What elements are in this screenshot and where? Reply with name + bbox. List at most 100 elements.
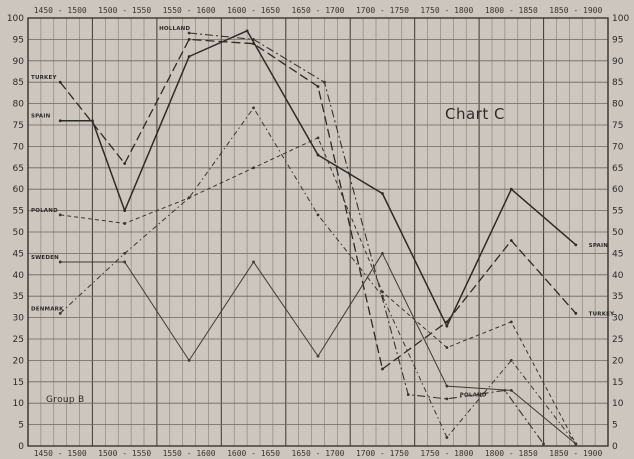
x-tick-label-top: 1750 - 1800 — [420, 6, 473, 15]
x-tick-label-bottom: 1550 - 1600 — [163, 449, 216, 458]
data-point-spain — [245, 29, 249, 33]
data-point-sweden — [509, 388, 513, 392]
data-point-spain — [574, 243, 578, 247]
series-lines — [58, 29, 578, 446]
data-point-denmark — [509, 359, 513, 362]
y-tick-label-right: 10 — [612, 399, 624, 409]
data-point-holland — [187, 31, 191, 35]
data-point-sweden — [445, 384, 449, 388]
y-tick-label-left: 80 — [13, 100, 25, 110]
data-point-turkey — [187, 38, 191, 41]
y-tick-label-right: 60 — [612, 185, 624, 195]
y-tick-label-right: 30 — [612, 314, 624, 324]
y-tick-label-left: 90 — [13, 57, 25, 67]
y-tick-label-left: 95 — [13, 35, 24, 45]
x-tick-label-top: 1800 - 1850 — [485, 6, 538, 15]
data-point-sweden — [252, 260, 255, 264]
data-point-holland — [542, 442, 545, 446]
data-point-poland — [58, 213, 62, 217]
x-tick-label-bottom: 1450 - 1500 — [34, 449, 87, 458]
y-tick-label-left: 30 — [13, 314, 25, 324]
x-tick-label-top: 1650 - 1700 — [292, 6, 345, 15]
data-point-spain — [316, 153, 320, 157]
data-point-turkey — [123, 162, 127, 165]
x-tick-label-top: 1550 - 1600 — [163, 6, 216, 15]
data-point-turkey — [316, 85, 320, 88]
data-point-poland — [381, 290, 384, 294]
y-tick-label-right: 15 — [612, 378, 623, 388]
y-tick-label-left: 5 — [18, 421, 24, 431]
y-tick-label-right: 50 — [612, 228, 624, 238]
y-tick-label-left: 50 — [13, 228, 25, 238]
y-tick-label-left: 25 — [13, 335, 24, 345]
data-point-holland — [323, 80, 326, 84]
y-tick-label-right: 85 — [612, 78, 623, 88]
axes: 1450 - 1500 1450 - 1500 1500 - 1550 1500 - … — [7, 6, 630, 458]
data-point-denmark — [123, 252, 127, 255]
x-tick-label-bottom: 1800 - 1850 — [485, 449, 538, 458]
y-tick-label-left: 45 — [13, 249, 24, 259]
plot-frame — [27, 17, 609, 447]
data-point-holland — [406, 393, 410, 397]
data-point-turkey — [58, 80, 62, 84]
series-label-poland: POLAND — [31, 208, 58, 214]
y-tick-label-right: 45 — [612, 249, 623, 259]
y-tick-label-left: 10 — [13, 399, 25, 409]
y-tick-label-left: 75 — [13, 121, 24, 131]
data-point-spain — [58, 119, 62, 123]
y-tick-label-right: 65 — [612, 164, 623, 174]
data-point-denmark — [58, 311, 62, 315]
x-tick-label-bottom: 1650 - 1700 — [292, 449, 345, 458]
grid — [27, 17, 609, 447]
data-point-sweden — [123, 260, 127, 264]
data-point-holland — [445, 397, 449, 401]
series-label-spain: SPAIN — [31, 114, 51, 120]
data-point-denmark — [574, 442, 578, 446]
y-tick-label-right: 55 — [612, 207, 623, 217]
data-point-spain — [445, 324, 449, 328]
data-point-sweden — [316, 354, 320, 358]
x-tick-label-top: 1450 - 1500 — [34, 6, 87, 15]
y-tick-label-right: 70 — [612, 142, 624, 152]
data-point-sweden — [58, 260, 62, 264]
data-point-denmark — [316, 213, 320, 217]
y-tick-label-left: 85 — [13, 78, 24, 88]
x-tick-label-bottom: 1600 - 1650 — [227, 449, 280, 458]
data-point-poland — [123, 222, 127, 225]
data-point-denmark — [187, 196, 191, 200]
data-point-turkey — [574, 311, 578, 315]
data-point-poland — [445, 346, 449, 349]
data-point-denmark — [445, 436, 449, 439]
y-tick-label-left: 35 — [13, 292, 24, 302]
y-tick-label-left: 70 — [13, 142, 25, 152]
y-tick-label-left: 100 — [7, 14, 24, 24]
series-label-holland: HOLLAND — [159, 26, 190, 32]
data-point-turkey — [509, 239, 513, 242]
y-tick-label-right: 100 — [612, 14, 629, 24]
y-tick-label-right: 5 — [612, 421, 618, 431]
data-point-denmark — [381, 294, 384, 298]
data-point-turkey — [445, 320, 449, 324]
data-point-denmark — [252, 106, 255, 110]
data-point-spain — [381, 192, 384, 195]
x-tick-label-top: 1600 - 1650 — [227, 6, 280, 15]
y-tick-label-right: 40 — [612, 271, 624, 281]
x-tick-label-bottom: 1500 - 1550 — [98, 449, 151, 458]
x-tick-label-bottom: 1850 - 1900 — [549, 449, 602, 458]
series-end-label-sweden: POLAND — [460, 393, 487, 399]
y-tick-label-right: 75 — [612, 121, 623, 131]
data-point-poland — [509, 320, 513, 324]
y-tick-label-right: 80 — [612, 100, 624, 110]
y-tick-label-right: 95 — [612, 35, 623, 45]
data-point-poland — [316, 136, 320, 140]
group-annotation: Group B — [46, 395, 85, 405]
data-point-poland — [252, 166, 255, 170]
data-point-turkey — [381, 367, 384, 371]
data-point-sweden — [381, 252, 384, 255]
y-tick-label-right: 0 — [612, 442, 618, 452]
y-tick-label-left: 60 — [13, 185, 25, 195]
y-tick-label-right: 90 — [612, 57, 624, 67]
